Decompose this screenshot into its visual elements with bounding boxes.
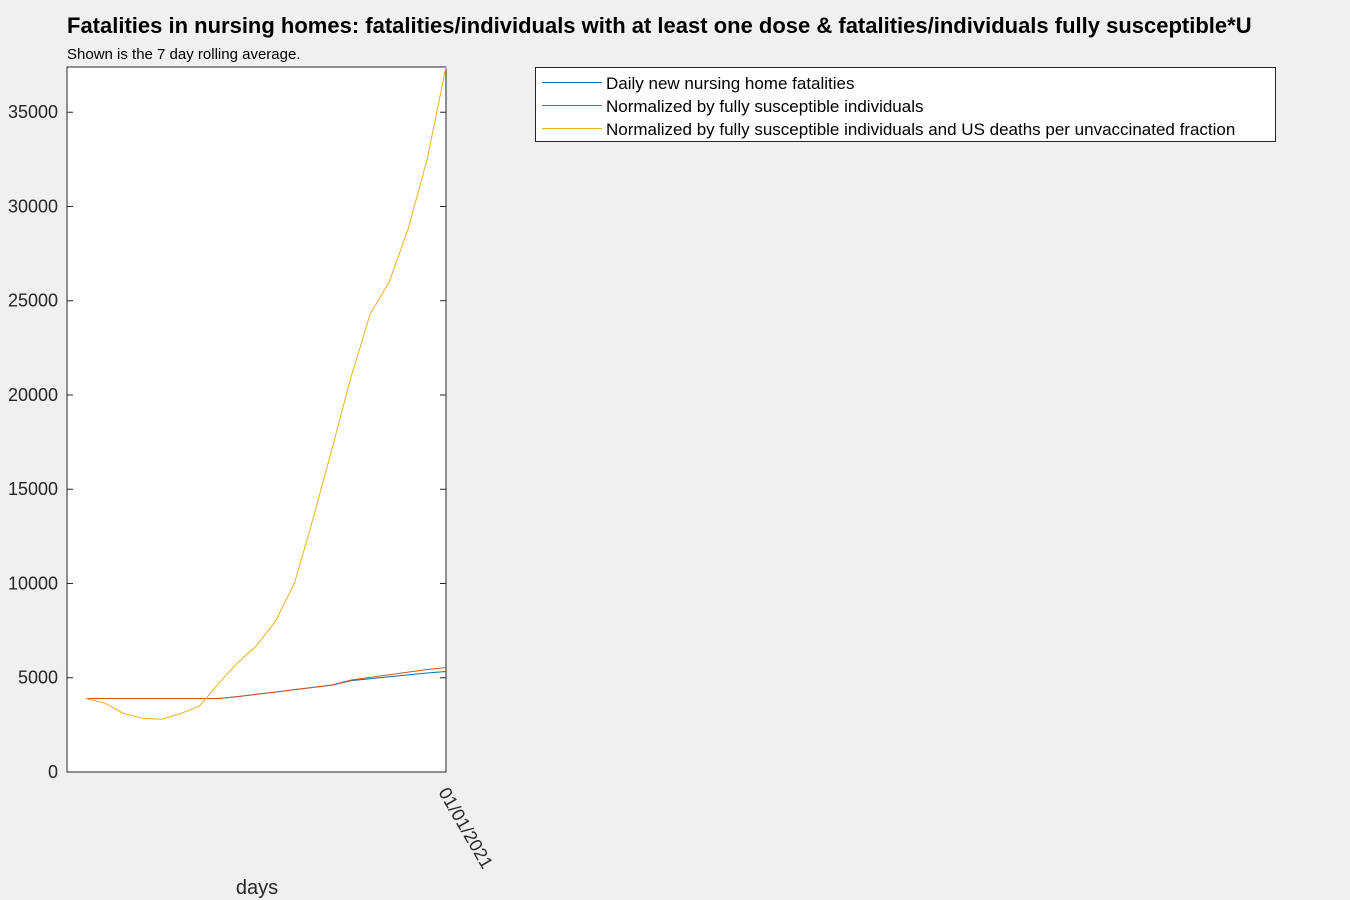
legend-swatch (542, 105, 602, 106)
y-tick-label: 30000 (8, 196, 58, 216)
series-line-3 (85, 66, 447, 720)
y-tick-label: 35000 (8, 102, 58, 122)
y-axis: 0 5000 10000 15000 20000 25000 30000 35000 (8, 102, 446, 782)
y-tick-label: 15000 (8, 479, 58, 499)
legend-item: Normalized by fully susceptible individu… (536, 96, 1275, 119)
legend-label: Normalized by fully susceptible individu… (606, 120, 1236, 139)
legend-item: Normalized by fully susceptible individu… (536, 119, 1275, 142)
legend-swatch (542, 82, 602, 83)
legend-label: Normalized by fully susceptible individu… (606, 97, 924, 116)
legend: Daily new nursing home fatalities Normal… (535, 67, 1276, 142)
legend-swatch (542, 128, 602, 129)
plot-area (66, 66, 447, 773)
y-tick-label: 5000 (18, 668, 58, 688)
y-tick-label: 25000 (8, 291, 58, 311)
y-tick-label: 10000 (8, 573, 58, 593)
series-line-2 (86, 667, 447, 699)
legend-label: Daily new nursing home fatalities (606, 74, 855, 93)
series-lines (85, 66, 447, 720)
chart-subtitle: Shown is the 7 day rolling average. (67, 46, 301, 63)
chart-title: Fatalities in nursing homes: fatalities/… (67, 13, 1252, 38)
y-tick-label: 0 (48, 762, 58, 782)
x-axis-label: days (236, 877, 278, 899)
legend-item: Daily new nursing home fatalities (536, 73, 1275, 96)
x-tick-label: 01/01/2021 (435, 784, 497, 872)
y-tick-label: 20000 (8, 385, 58, 405)
